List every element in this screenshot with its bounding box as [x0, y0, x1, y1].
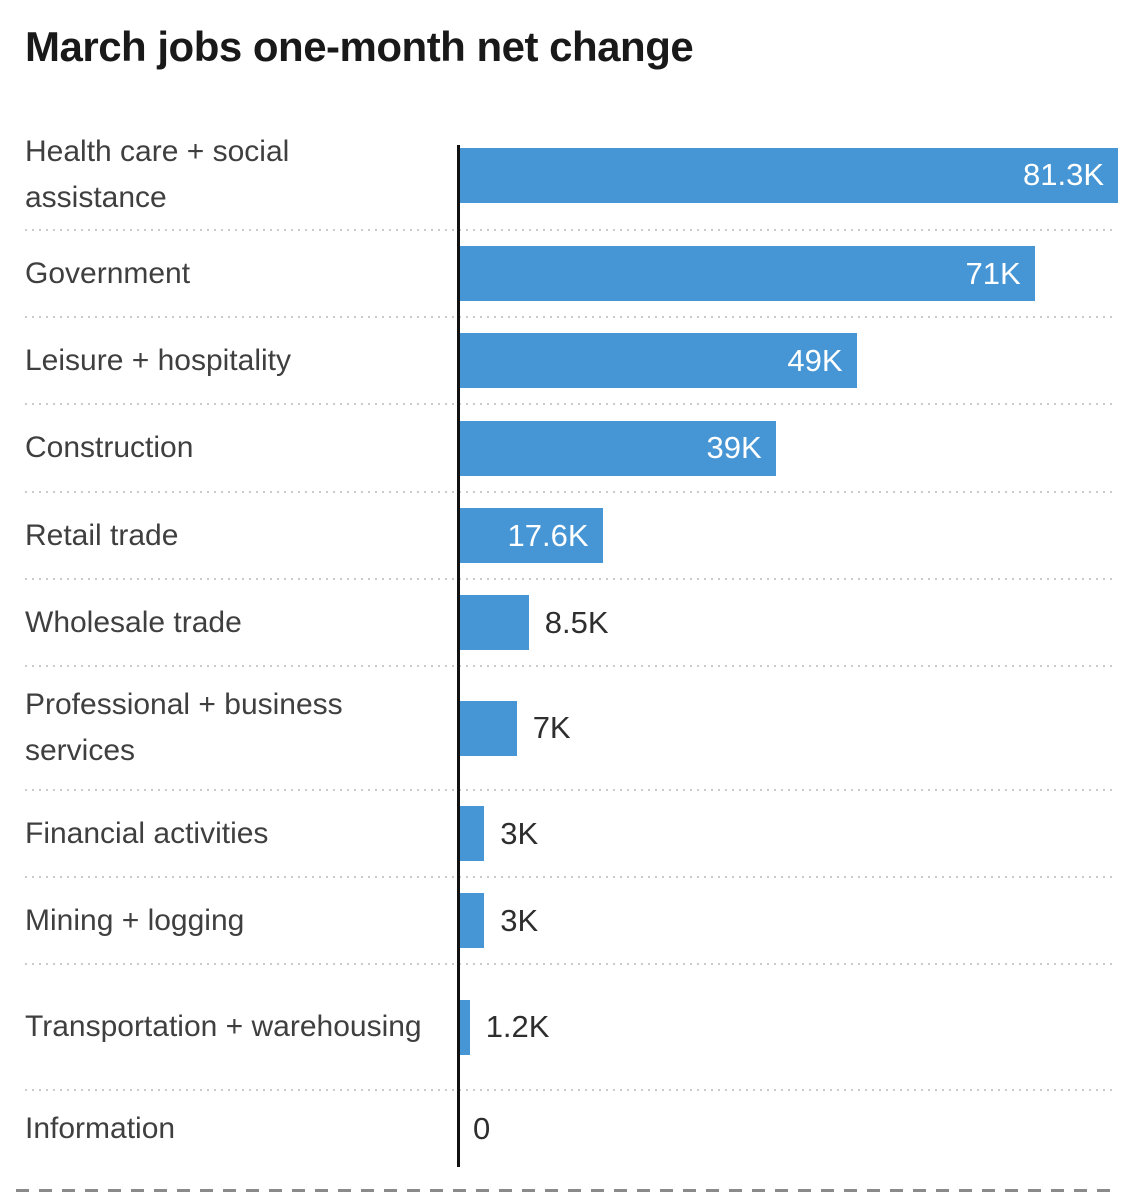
- row-separator: [25, 963, 1116, 966]
- value-label: 49K: [787, 342, 843, 378]
- bar-area: 3K: [460, 877, 1146, 964]
- bar-area: 17.6K: [460, 492, 1146, 579]
- chart-row: Financial activities 3K: [0, 790, 1146, 879]
- value-label: 71K: [965, 255, 1021, 291]
- value-label: 3K: [500, 902, 539, 938]
- category-label: Information: [25, 1111, 176, 1145]
- value-label: 39K: [706, 430, 762, 466]
- value-label: 3K: [500, 815, 539, 851]
- value-label: 1.2K: [485, 1009, 550, 1045]
- chart-row: Wholesale trade 8.5K: [0, 579, 1146, 668]
- bar: 71K: [460, 246, 1035, 302]
- chart-row: Mining + logging 3K: [0, 877, 1146, 966]
- row-separator: [25, 403, 1116, 406]
- bar: 81.3K: [460, 147, 1118, 203]
- bar-area: 39K: [460, 404, 1146, 492]
- category-label: Government: [25, 256, 191, 290]
- bar: 39K: [460, 420, 776, 476]
- bar-area: 81.3K: [460, 120, 1146, 230]
- bar: [460, 999, 470, 1055]
- row-separator: [25, 316, 1116, 319]
- value-label: 8.5K: [544, 604, 609, 640]
- row-separator: [25, 578, 1116, 581]
- bar: [460, 893, 485, 949]
- row-separator: [25, 1089, 1116, 1092]
- row-separator: [25, 876, 1116, 879]
- row-separator: [25, 229, 1116, 232]
- row-separator: [25, 789, 1116, 792]
- chart-row: Health care + social assistance 81.3K: [0, 120, 1146, 232]
- chart-row: Professional + business services 7K: [0, 666, 1146, 792]
- chart-row: Government 71K: [0, 230, 1146, 319]
- bar-area: 8.5K: [460, 579, 1146, 666]
- bar-chart: Health care + social assistance 81.3K Gove…: [0, 120, 1146, 1168]
- bar-area: 49K: [460, 317, 1146, 404]
- value-label: 81.3K: [1022, 157, 1104, 193]
- value-label: 0: [473, 1110, 491, 1146]
- bar-area: 0: [460, 1090, 1146, 1167]
- bar: [460, 806, 485, 862]
- bar: 17.6K: [460, 508, 603, 564]
- category-label: Retail trade: [25, 518, 179, 552]
- category-label: Transportation + warehousing: [25, 1010, 422, 1044]
- zero-axis-line: [457, 145, 460, 1168]
- bar-area: 3K: [460, 790, 1146, 877]
- chart-row: Construction 39K: [0, 404, 1146, 494]
- bar: 49K: [460, 333, 857, 389]
- chart-title: March jobs one-month net change: [25, 23, 694, 70]
- chart-row: Leisure + hospitality 49K: [0, 317, 1146, 406]
- row-separator: [25, 491, 1116, 494]
- category-label: Professional + business services: [25, 688, 343, 768]
- bar-area: 71K: [460, 230, 1146, 317]
- value-label: 7K: [532, 710, 571, 746]
- chart-row: Retail trade 17.6K: [0, 492, 1146, 581]
- category-label: Mining + logging: [25, 903, 245, 937]
- bar: [460, 595, 529, 651]
- category-label: Health care + social assistance: [25, 135, 290, 215]
- value-label: 17.6K: [507, 517, 589, 553]
- row-separator: [25, 665, 1116, 668]
- category-label: Financial activities: [25, 816, 269, 850]
- bar: [460, 700, 517, 756]
- chart-rows: Health care + social assistance 81.3K Gove…: [0, 120, 1146, 1167]
- bar-area: 7K: [460, 666, 1146, 790]
- bar-area: 1.2K: [460, 964, 1146, 1090]
- category-label: Leisure + hospitality: [25, 343, 291, 377]
- chart-row: Transportation + warehousing 1.2K: [0, 964, 1146, 1092]
- chart-row: Information 0: [0, 1090, 1146, 1167]
- category-label: Wholesale trade: [25, 605, 242, 639]
- category-label: Construction: [25, 431, 194, 465]
- bottom-dashed-rule: [16, 1189, 1118, 1192]
